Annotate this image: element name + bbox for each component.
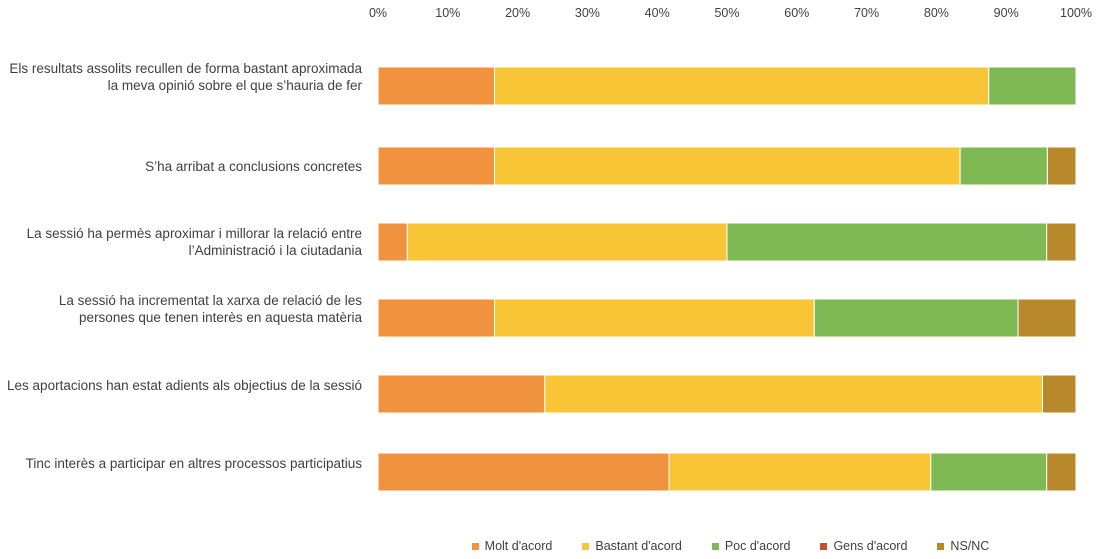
legend-item: Molt d'acord: [471, 539, 553, 553]
legend-label: Gens d'acord: [833, 539, 908, 553]
bar-segment: [1046, 222, 1077, 262]
x-tick-label: 10%: [435, 6, 461, 20]
x-tick-label: 100%: [1060, 6, 1092, 20]
x-tick-label: 30%: [574, 6, 600, 20]
bar-segment: [494, 66, 990, 106]
x-tick-label: 40%: [644, 6, 670, 20]
legend-label: Molt d'acord: [484, 539, 553, 553]
category-label: S’ha arribat a conclusions concretes: [145, 159, 362, 174]
legend-label: Bastant d'acord: [595, 539, 682, 553]
bar-segment: [406, 222, 728, 262]
x-tick-label: 80%: [923, 6, 949, 20]
bars-group: [377, 66, 1077, 492]
legend-swatch: [820, 542, 828, 550]
bar-segment: [377, 374, 546, 414]
x-tick-label: 20%: [505, 6, 531, 20]
bar-segment: [959, 146, 1048, 186]
bar-segment: [377, 452, 670, 492]
bar-segment: [377, 222, 408, 262]
bar-segment: [1041, 374, 1077, 414]
legend-label: NS/NC: [950, 539, 990, 553]
legend: Molt d'acord Bastant d'acord Poc d'acord Ge…: [0, 539, 1101, 553]
legend-swatch: [582, 542, 590, 550]
bar-segment: [1046, 452, 1077, 492]
category-label: Tinc interès a participar en altres proc…: [25, 456, 362, 471]
category-label: Els resultats assolits recullen de forma…: [9, 61, 362, 93]
x-tick-label: 90%: [993, 6, 1019, 20]
legend-swatch: [937, 542, 945, 550]
legend-item: NS/NC: [937, 539, 989, 553]
x-tick-label: 0%: [368, 6, 388, 20]
legend-swatch: [471, 542, 479, 550]
bar-segment: [1017, 298, 1077, 338]
bar-segment: [377, 298, 496, 338]
legend-item: Bastant d'acord: [582, 539, 682, 553]
bar-segment: [1046, 146, 1077, 186]
bar-segment: [544, 374, 1043, 414]
bar-segment: [726, 222, 1048, 262]
category-label: La sessió ha permès aproximar i millorar…: [26, 226, 362, 258]
bar-segment: [930, 452, 1048, 492]
bar-segment: [494, 298, 815, 338]
x-tick-label: 50%: [714, 6, 740, 20]
category-label: Les aportacions han estat adients als ob…: [7, 378, 362, 393]
legend-label: Poc d'acord: [724, 539, 791, 553]
legend-item: Poc d'acord: [711, 539, 791, 553]
bar-segment: [668, 452, 932, 492]
category-label: La sessió ha incrementat la xarxa de rel…: [58, 293, 362, 325]
legend-item: Gens d'acord: [820, 539, 907, 553]
legend-swatch: [711, 542, 719, 550]
bar-segment: [377, 66, 496, 106]
bar-segment: [377, 146, 496, 186]
x-tick-label: 70%: [854, 6, 880, 20]
bar-segment: [988, 66, 1077, 106]
bar-segment: [813, 298, 1019, 338]
bar-segment: [494, 146, 961, 186]
x-tick-label: 60%: [784, 6, 810, 20]
